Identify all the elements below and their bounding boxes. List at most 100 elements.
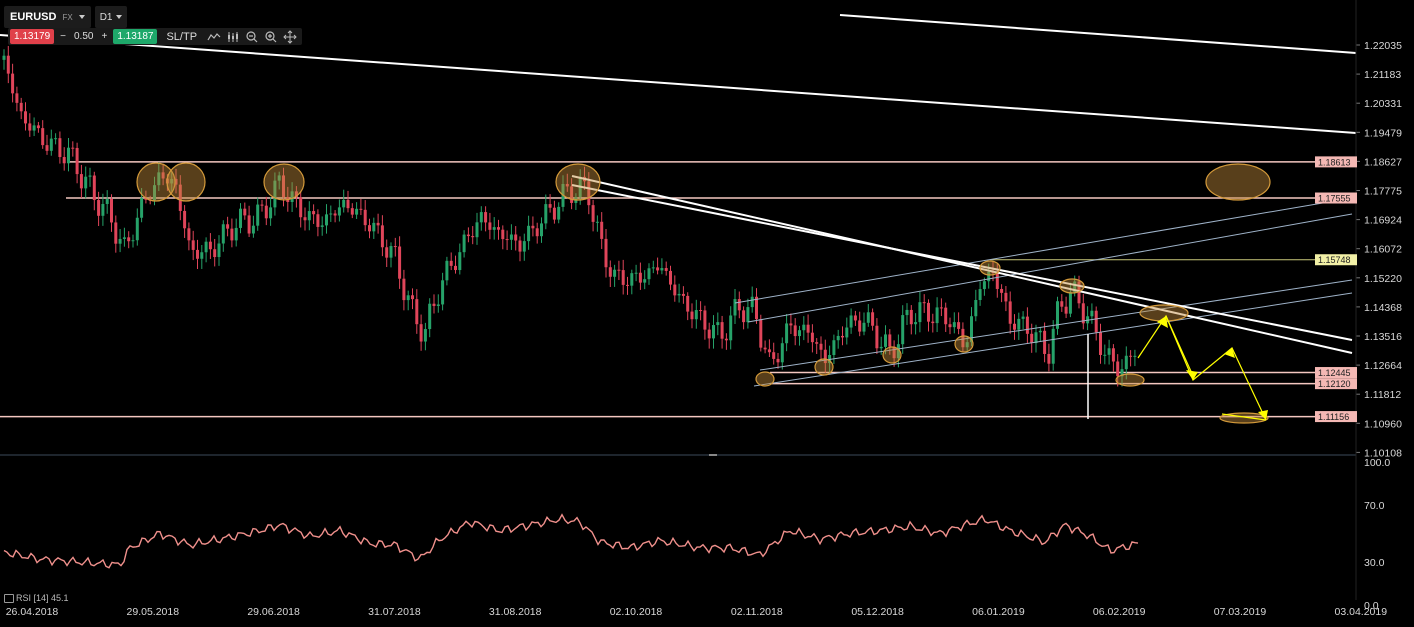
crosshair-icon[interactable] — [282, 29, 298, 44]
highlight-ellipse[interactable] — [166, 162, 206, 202]
candle-body — [320, 225, 324, 227]
candle-body — [445, 260, 449, 281]
candle-body — [1068, 292, 1072, 314]
candle-body — [604, 238, 608, 268]
rsi-tick-label: 0.0 — [1364, 600, 1379, 612]
candle-body — [226, 224, 230, 229]
pane-resize-handle[interactable] — [709, 454, 717, 456]
candle-body — [277, 175, 281, 181]
candle-body — [183, 210, 187, 229]
timeframe-selector[interactable]: D1 — [94, 6, 128, 28]
indicators-icon[interactable] — [225, 30, 241, 44]
highlight-ellipse[interactable] — [1115, 373, 1145, 387]
projection-path[interactable] — [1137, 314, 1267, 421]
candle-body — [884, 334, 887, 347]
price-tag — [1315, 192, 1357, 204]
projection-path[interactable] — [1165, 315, 1195, 379]
sltp-button[interactable]: SL/TP — [166, 30, 198, 43]
highlight-ellipse[interactable] — [1059, 278, 1085, 294]
candle-body — [707, 329, 711, 339]
zoom-in-icon[interactable] — [263, 30, 279, 44]
indicator-settings-icon[interactable] — [4, 593, 14, 603]
candle-body — [458, 252, 462, 271]
decrease-button[interactable]: − — [60, 31, 66, 42]
candle-body — [325, 214, 328, 226]
candle-body — [191, 240, 195, 250]
candle-body — [1124, 355, 1128, 370]
candle-body — [196, 249, 199, 259]
candle-body — [789, 323, 793, 326]
buy-price-button[interactable]: 1.13187 — [113, 29, 158, 44]
candle-body — [97, 200, 101, 216]
candle-body — [1064, 306, 1068, 314]
projection-path[interactable] — [1221, 413, 1267, 421]
candle-body — [862, 322, 866, 332]
price-tick-label: 1.18627 — [1364, 156, 1402, 168]
candle-body — [359, 208, 363, 210]
candle-body — [939, 307, 943, 309]
highlight-ellipse[interactable] — [755, 371, 775, 387]
highlight-ellipse[interactable] — [979, 260, 1001, 276]
highlight-ellipse[interactable] — [263, 163, 305, 201]
rsi-pane — [3, 513, 1139, 569]
candle-body — [260, 204, 264, 206]
highlight-ellipse[interactable] — [555, 163, 601, 201]
candle-body — [15, 93, 19, 103]
channel-line[interactable] — [759, 279, 1353, 371]
candle-body — [548, 204, 552, 208]
candle-body — [1004, 292, 1008, 302]
candle-body — [466, 234, 470, 237]
candle-body — [19, 102, 23, 112]
candle-body — [914, 322, 918, 325]
candle-body — [363, 209, 367, 226]
trend-line[interactable] — [839, 14, 1357, 54]
candle-body — [1021, 316, 1025, 319]
candle-body — [905, 309, 909, 316]
price-tag-label: 1.11156 — [1318, 412, 1349, 422]
candle-body — [1090, 310, 1094, 317]
candle-body — [613, 269, 617, 277]
candle-body — [273, 180, 277, 208]
trend-line[interactable] — [0, 34, 1357, 134]
date-tick-label: 05.12.2018 — [851, 606, 904, 618]
rsi-legend[interactable]: RSI [14] 45.1 — [4, 593, 69, 603]
candle-body — [329, 213, 333, 215]
price-tick-label: 1.14368 — [1364, 302, 1402, 314]
candle-body — [952, 322, 956, 328]
symbol-selector[interactable]: EURUSD FX — [4, 6, 91, 28]
highlight-ellipse[interactable] — [136, 162, 176, 202]
price-tag — [1315, 156, 1357, 168]
candle-body — [200, 252, 204, 259]
sell-price-button[interactable]: 1.13179 — [10, 29, 55, 44]
candle-body — [802, 324, 806, 331]
candle-body — [836, 335, 840, 341]
candle-body — [105, 198, 109, 204]
candle-body — [1008, 301, 1012, 324]
price-tag-label: 1.17555 — [1318, 194, 1351, 204]
candle-body — [337, 207, 341, 216]
date-tick-label: 03.04.2019 — [1335, 606, 1388, 618]
highlight-ellipse[interactable] — [1205, 163, 1271, 201]
candle-body — [591, 205, 595, 222]
channel-line[interactable] — [747, 213, 1353, 323]
candle-body — [269, 207, 273, 219]
zoom-out-icon[interactable] — [244, 30, 260, 44]
highlight-ellipse[interactable] — [954, 335, 974, 353]
trend-line[interactable] — [571, 175, 1353, 354]
candle-body — [509, 234, 513, 240]
highlight-ellipse[interactable] — [814, 358, 834, 376]
increase-button[interactable]: + — [101, 31, 108, 42]
candle-body — [531, 225, 535, 229]
line-chart-icon[interactable] — [206, 30, 222, 44]
channel-line[interactable] — [734, 197, 1353, 304]
candlesticks — [2, 45, 1137, 387]
trend-line[interactable] — [571, 184, 1353, 341]
highlight-ellipse[interactable] — [882, 346, 902, 364]
candle-body — [1129, 355, 1133, 357]
candle-body — [1013, 323, 1016, 330]
candle-body — [88, 175, 92, 177]
candle-body — [118, 238, 122, 244]
candle-body — [402, 278, 406, 301]
channel-line[interactable] — [753, 292, 1353, 387]
